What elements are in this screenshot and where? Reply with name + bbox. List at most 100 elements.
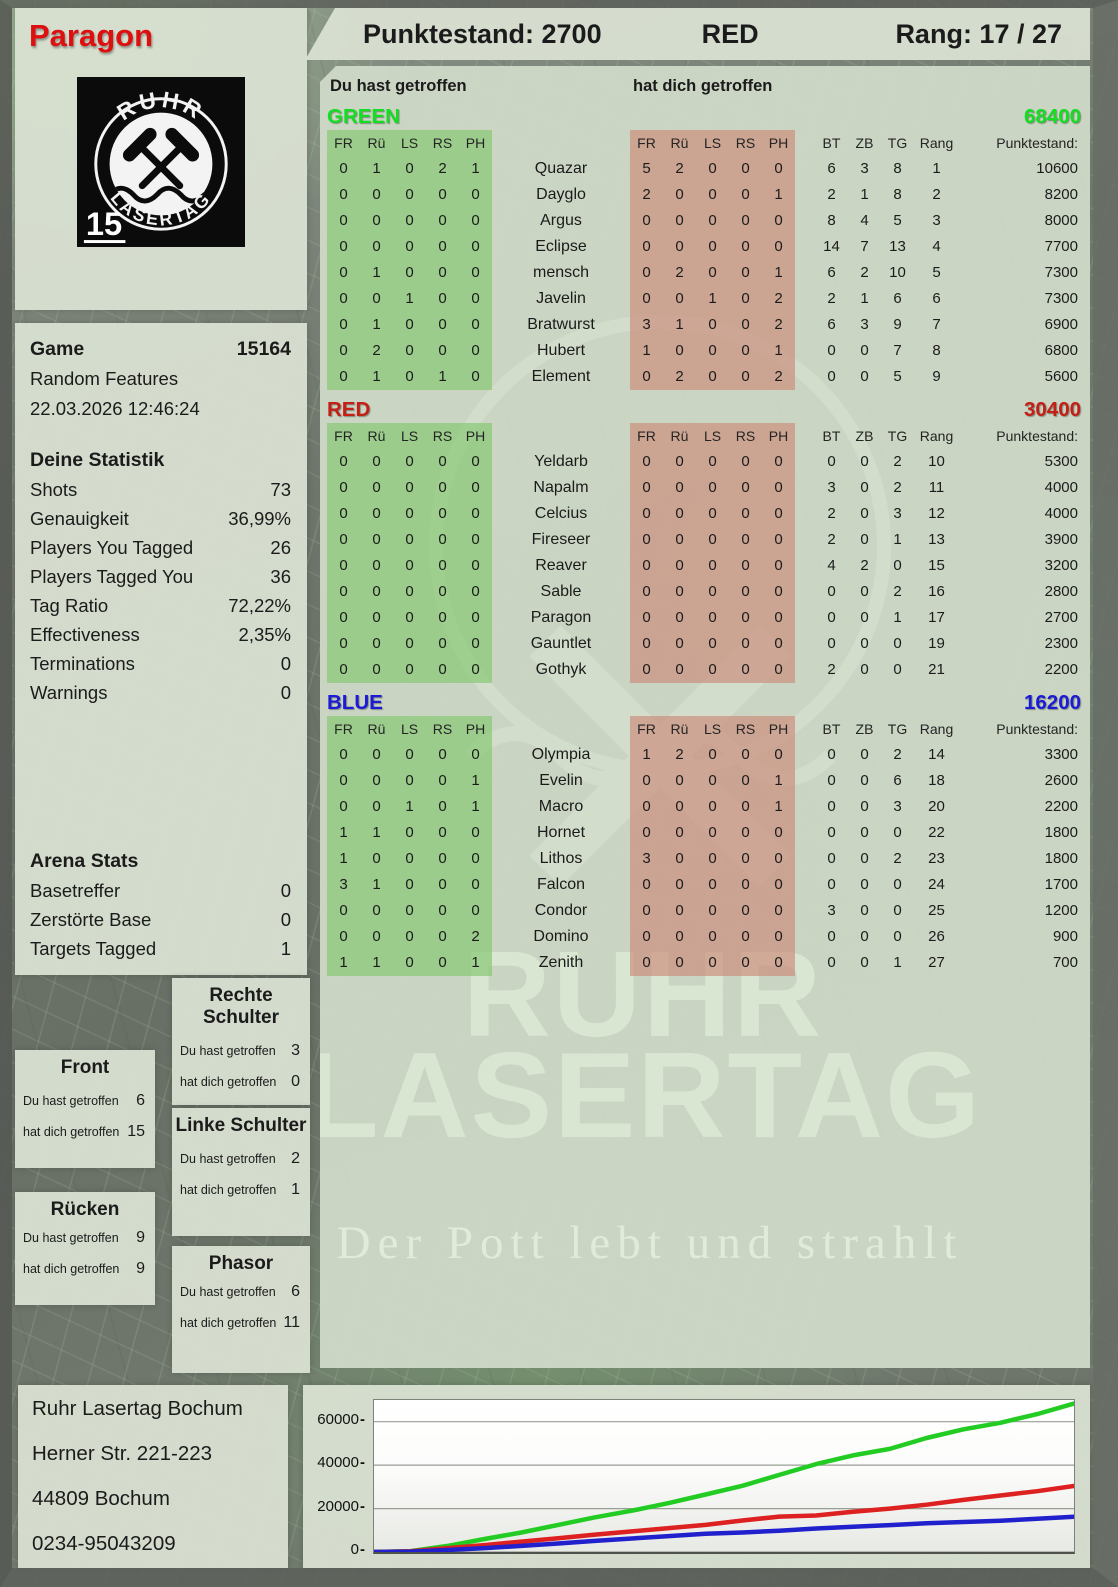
base-hits: 6 [827, 160, 836, 177]
you-hit-value: 6 [291, 1283, 300, 1300]
hits-by-you-ls: 0 [393, 449, 426, 475]
stat-row: Effectiveness 2,35% [30, 620, 291, 649]
player-score: 2600 [1044, 772, 1078, 789]
player-name: Evelin [539, 772, 583, 789]
y-axis-tick-label: 60000 [303, 1411, 365, 1428]
stat-label: Zerstörte Base [30, 909, 152, 930]
hits-on-you-rue: 0 [663, 553, 696, 579]
hits-by-you-ls: 0 [393, 338, 426, 364]
stat-value: 2,35% [238, 624, 291, 645]
player-name: Yeldarb [534, 453, 588, 470]
score-progression-chart: 0 20000 40000 60000 [303, 1385, 1090, 1568]
hits-by-you-fr: 0 [327, 338, 360, 364]
stat-row: Genauigkeit 36,99% [30, 504, 291, 533]
base-hits: 0 [827, 635, 836, 652]
hits-by-you-rs: 0 [426, 768, 459, 794]
hits-by-you-rue: 0 [360, 768, 393, 794]
hit-you-label: hat dich getroffen [180, 1183, 277, 1197]
logo-badge-underline [83, 240, 126, 244]
targets-tagged: 0 [893, 876, 902, 893]
hits-by-you-ls: 0 [393, 527, 426, 553]
hits-by-you-fr: 1 [327, 950, 360, 976]
hits-by-you-fr: 0 [327, 260, 360, 286]
stat-label: Warnings [30, 682, 108, 703]
rank: 8 [932, 342, 941, 359]
hits-on-you-rue: 0 [663, 338, 696, 364]
bases-destroyed: 1 [860, 186, 869, 203]
hits-by-you-rue: 0 [360, 605, 393, 631]
stat-value: 0 [280, 909, 291, 930]
hits-on-you-fr: 0 [630, 794, 663, 820]
hits-by-you-rs: 0 [426, 527, 459, 553]
base-hits: 0 [827, 342, 836, 359]
hits-by-you-rue: 2 [360, 338, 393, 364]
hits-on-you-rs: 0 [729, 553, 762, 579]
hits-by-you-rs: 0 [426, 657, 459, 683]
hit-you-value: 9 [136, 1260, 145, 1277]
hits-by-you-ph: 0 [459, 605, 492, 631]
hits-on-you-rue: 0 [663, 605, 696, 631]
hits-on-you-fr: 5 [630, 156, 663, 182]
bases-destroyed: 0 [860, 635, 869, 652]
arena-stats-title: Arena Stats [30, 850, 139, 872]
hits-on-you-ph: 1 [762, 182, 795, 208]
bases-destroyed: 4 [860, 212, 869, 229]
hits-on-you-rue: 0 [663, 846, 696, 872]
hits-by-you-ph: 0 [459, 182, 492, 208]
player-name: Celcius [534, 505, 588, 522]
stat-label: Shots [30, 479, 78, 500]
stat-row: Terminations 0 [30, 649, 291, 678]
player-score: 2300 [1044, 635, 1078, 652]
hits-by-you-rs: 0 [426, 742, 459, 768]
hits-by-you-ls: 0 [393, 924, 426, 950]
team-total: 16200 [1023, 691, 1081, 714]
rank: 23 [928, 850, 945, 867]
hits-on-you-rs: 0 [729, 657, 762, 683]
hits-by-you-ls: 0 [393, 742, 426, 768]
targets-tagged: 2 [893, 746, 902, 763]
player-name: Reaver [535, 557, 587, 574]
hits-by-you-ls: 0 [393, 605, 426, 631]
hits-on-you-fr: 0 [630, 605, 663, 631]
rank: 13 [928, 531, 945, 548]
rank: 25 [928, 902, 945, 919]
hits-on-you-fr: 0 [630, 898, 663, 924]
hits-by-you-ph: 0 [459, 501, 492, 527]
hits-on-you-ls: 0 [696, 605, 729, 631]
hits-on-you-ls: 0 [696, 364, 729, 390]
hits-by-you-rue: 0 [360, 501, 393, 527]
player-name: Quazar [534, 160, 588, 177]
deine-statistik-rows: Shots 73 Genauigkeit 36,99% Players You … [30, 475, 291, 707]
hits-by-you-rs: 0 [426, 898, 459, 924]
you-hit-label: Du hast getroffen [180, 1152, 276, 1166]
base-hits: 0 [827, 583, 836, 600]
player-score: 1700 [1044, 876, 1078, 893]
hits-on-you-rs: 0 [729, 950, 762, 976]
stat-label: Targets Tagged [30, 938, 157, 959]
hits-by-you-rs: 0 [426, 605, 459, 631]
stat-label: Effectiveness [30, 624, 140, 645]
hits-on-you-rs: 0 [729, 208, 762, 234]
hits-by-you-fr: 0 [327, 501, 360, 527]
bases-destroyed: 0 [860, 661, 869, 678]
hits-by-you-ls: 0 [393, 820, 426, 846]
hits-by-you-rs: 0 [426, 208, 459, 234]
club-logo: RUHR LASERTAG 15 [77, 77, 245, 247]
bases-destroyed: 0 [860, 902, 869, 919]
base-hits: 3 [827, 479, 836, 496]
hits-on-you-rs: 0 [729, 527, 762, 553]
player-score: 8200 [1044, 186, 1078, 203]
hits-by-you-rs: 0 [426, 820, 459, 846]
targets-tagged: 8 [893, 186, 902, 203]
rank: 9 [932, 368, 941, 385]
rank: 6 [932, 290, 941, 307]
player-name: mensch [532, 264, 590, 281]
hits-on-you-ph: 0 [762, 553, 795, 579]
hits-on-you-rue: 2 [663, 260, 696, 286]
hit-you-value: 15 [127, 1123, 145, 1140]
hits-by-you-ls: 0 [393, 631, 426, 657]
hits-on-you-fr: 0 [630, 475, 663, 501]
targets-tagged: 0 [893, 824, 902, 841]
player-name: Olympia [531, 746, 591, 763]
hits-by-you-rue: 0 [360, 527, 393, 553]
